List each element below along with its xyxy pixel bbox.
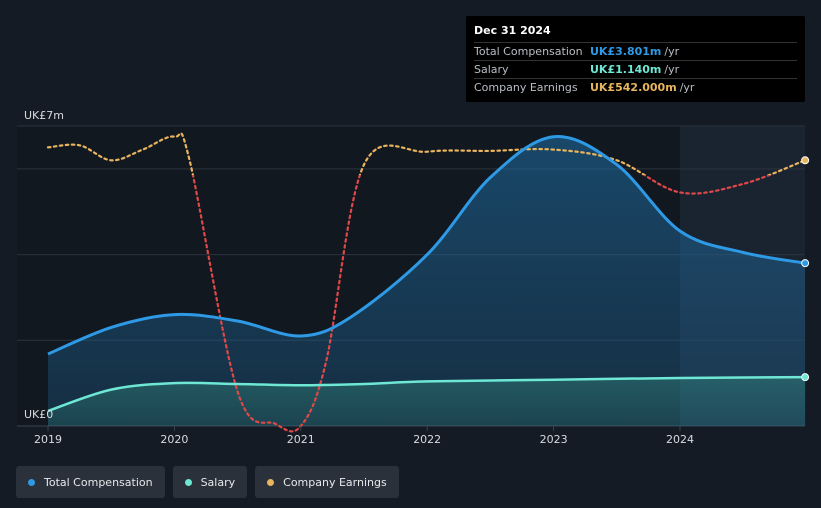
- legend-dot-icon: [267, 478, 275, 486]
- legend-label: Salary: [200, 475, 236, 489]
- tooltip-value: UK£1.140m: [590, 63, 662, 76]
- tooltip-row-total-compensation: Total Compensation UK£3.801m /yr: [474, 43, 797, 61]
- legend: Total Compensation Salary Company Earnin…: [16, 466, 399, 498]
- tooltip-unit: /yr: [664, 63, 680, 76]
- x-tick-label: 2024: [666, 433, 694, 446]
- x-tick-label: 2019: [34, 433, 62, 446]
- legend-dot-icon: [28, 478, 35, 486]
- tooltip-value: UK£3.801m: [590, 45, 662, 58]
- x-tick-label: 2022: [413, 433, 441, 446]
- compensation-chart: UK£7m UK£0 2019 2020 2021 2022 2023 2024: [17, 109, 810, 446]
- salary-line: [47, 375, 806, 413]
- tooltip: Dec 31 2024 Total Compensation UK£3.801m…: [466, 16, 805, 102]
- total-compensation-end-marker: [801, 259, 810, 268]
- legend-dot-icon: [184, 478, 192, 486]
- company-earnings-end-marker: [801, 156, 810, 165]
- legend-item-total-compensation[interactable]: Total Compensation: [16, 466, 165, 498]
- tooltip-label: Salary: [474, 63, 509, 76]
- company-earnings-line-negative-trend: [191, 175, 772, 433]
- tooltip-unit: /yr: [679, 81, 695, 94]
- tooltip-row-salary: Salary UK£1.140m /yr: [474, 61, 797, 79]
- x-tick-label: 2020: [160, 433, 188, 446]
- y-axis-bottom-label: UK£0: [24, 408, 53, 421]
- y-axis-top-label: UK£7m: [24, 109, 64, 122]
- tooltip-label: Company Earnings: [474, 81, 578, 94]
- tooltip-unit: /yr: [664, 45, 680, 58]
- tooltip-date: Dec 31 2024: [474, 24, 797, 43]
- x-tick-label: 2023: [540, 433, 568, 446]
- legend-item-company-earnings[interactable]: Company Earnings: [255, 466, 399, 498]
- legend-label: Company Earnings: [283, 475, 387, 489]
- total-compensation-area: [48, 136, 806, 426]
- tooltip-value: UK£542.000m: [590, 81, 677, 94]
- x-tick-label: 2021: [287, 433, 315, 446]
- total-compensation-line: [47, 135, 806, 356]
- legend-label: Total Compensation: [44, 475, 153, 489]
- salary-end-marker: [801, 373, 810, 382]
- legend-item-salary[interactable]: Salary: [172, 466, 248, 498]
- company-earnings-line: [46, 132, 807, 176]
- tooltip-label: Total Compensation: [474, 45, 583, 58]
- tooltip-row-company-earnings: Company Earnings UK£542.000m /yr: [474, 79, 797, 96]
